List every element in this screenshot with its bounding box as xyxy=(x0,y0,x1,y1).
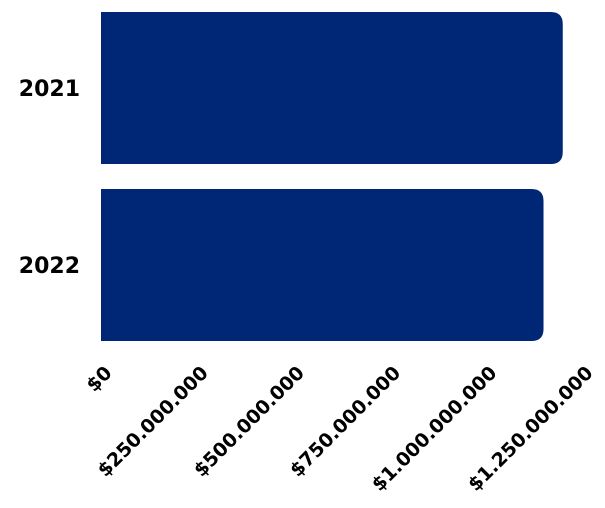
bar-2022 xyxy=(101,189,544,341)
category-labels: 2021 2022 xyxy=(19,77,80,279)
bars-group xyxy=(101,12,563,341)
category-label-2022: 2022 xyxy=(19,254,80,279)
category-label-2021: 2021 xyxy=(19,77,80,102)
x-tick-labels: $0$250.000.000$500.000.000$750.000.000$1… xyxy=(82,362,597,496)
x-tick-label: $0 xyxy=(82,362,116,396)
bar-2021 xyxy=(101,12,563,164)
